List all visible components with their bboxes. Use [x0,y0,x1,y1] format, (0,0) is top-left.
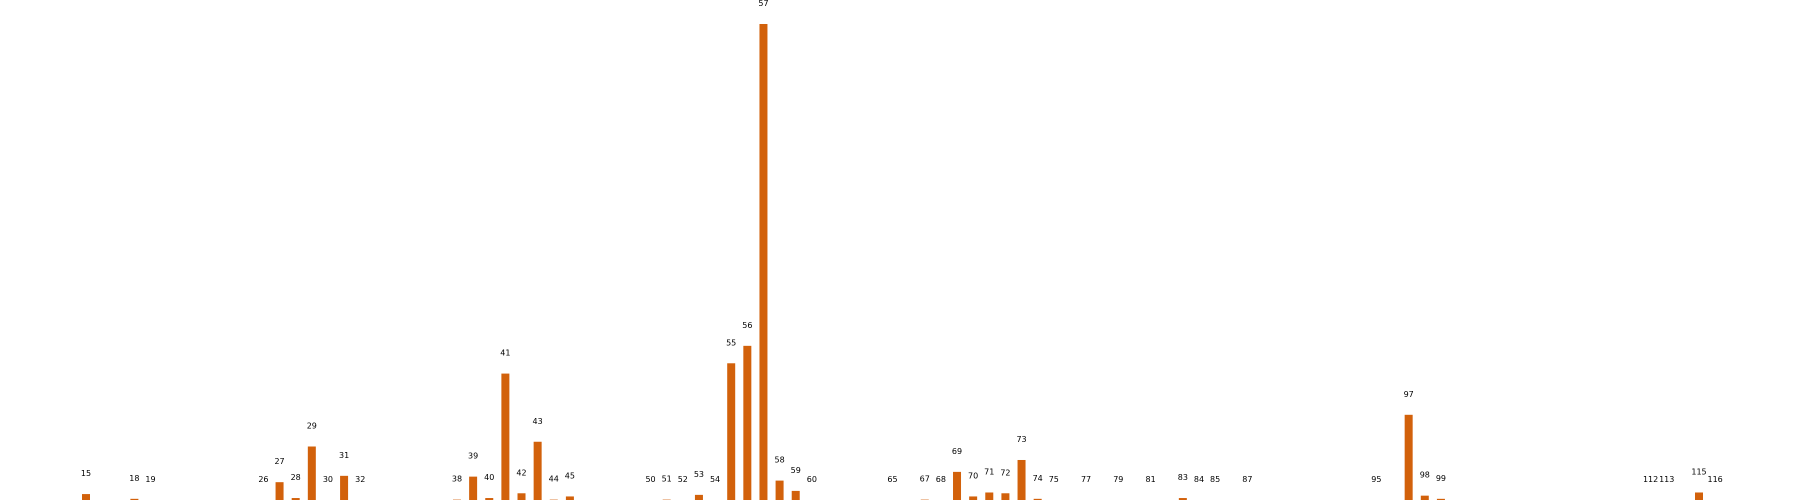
bar-115 [1695,492,1703,500]
bar-label-74: 74 [1033,474,1043,483]
bar-label-99: 99 [1436,474,1446,483]
bar-74 [1033,498,1042,500]
bar-55 [727,363,736,500]
bar-31 [340,475,349,500]
bar-42 [517,493,526,500]
bar-label-27: 27 [274,457,284,466]
bar-99 [1436,498,1445,500]
bar-label-53: 53 [694,470,704,479]
bar-label-83: 83 [1178,473,1188,482]
bar-53 [694,494,703,500]
bar-label-72: 72 [1000,468,1010,477]
bar-45 [565,496,574,500]
bar-label-54: 54 [710,475,720,484]
bar-label-95: 95 [1371,475,1381,484]
bar-label-28: 28 [291,473,301,482]
bar-69 [953,471,962,500]
bar-label-113: 113 [1659,475,1674,484]
bar-18 [130,498,139,500]
bar-72 [1001,493,1010,500]
bar-label-75: 75 [1049,475,1059,484]
bar-57 [759,24,768,500]
bar-label-60: 60 [807,475,817,484]
bar-label-98: 98 [1420,471,1430,480]
bar-label-68: 68 [936,475,946,484]
bar-27 [275,482,284,500]
bar-label-71: 71 [984,467,994,476]
bar-label-39: 39 [468,452,478,461]
bar-label-41: 41 [500,349,510,358]
bar-label-43: 43 [533,417,543,426]
bar-label-87: 87 [1242,475,1252,484]
bar-70 [969,496,978,500]
bar-label-115: 115 [1691,467,1706,476]
bar-label-19: 19 [145,475,155,484]
bar-97 [1404,414,1413,500]
bar-label-112: 112 [1643,475,1658,484]
bar-label-84: 84 [1194,475,1204,484]
bar-label-79: 79 [1113,475,1123,484]
bar-label-97: 97 [1404,390,1414,399]
bar-label-73: 73 [1016,435,1026,444]
bar-label-85: 85 [1210,475,1220,484]
bar-label-65: 65 [887,475,897,484]
bar-label-59: 59 [791,466,801,475]
bar-label-58: 58 [774,456,784,465]
bar-label-57: 57 [758,0,768,8]
bar-label-51: 51 [662,475,672,484]
bar-41 [501,373,510,500]
bar-label-70: 70 [968,471,978,480]
bar-label-81: 81 [1145,475,1155,484]
bar-label-31: 31 [339,451,349,460]
bar-label-77: 77 [1081,475,1091,484]
bar-28 [291,498,300,500]
bar-label-26: 26 [258,475,268,484]
bars-group [82,24,1703,500]
bar-label-67: 67 [920,475,930,484]
bar-label-52: 52 [678,475,688,484]
bar-label-56: 56 [742,321,752,330]
bar-label-116: 116 [1707,475,1722,484]
bar-label-42: 42 [516,468,526,477]
bar-43 [533,441,542,500]
bar-59 [791,490,800,500]
bar-label-40: 40 [484,473,494,482]
bar-label-50: 50 [645,475,655,484]
bar-71 [985,492,994,500]
bar-label-32: 32 [355,475,365,484]
bar-98 [1420,495,1429,500]
bar-29 [307,446,316,500]
bar-83 [1178,498,1187,500]
bar-39 [469,476,478,500]
bar-40 [485,498,494,500]
bar-label-44: 44 [549,475,559,484]
bar-label-45: 45 [565,471,575,480]
bar-label-29: 29 [307,422,317,431]
bar-label-38: 38 [452,475,462,484]
bar-label-18: 18 [129,474,139,483]
bar-label-55: 55 [726,338,736,347]
bar-label-69: 69 [952,447,962,456]
bar-58 [775,480,784,500]
bar-labels-group: 15 18 19 26 27 28 29 30 31 32 38 39 40 41 42 43 44 45 50 51… [81,0,1723,484]
bar-label-15: 15 [81,469,91,478]
bar-15 [82,494,90,500]
bar-56 [743,345,752,500]
bar-label-30: 30 [323,475,333,484]
bar-73 [1017,459,1026,500]
